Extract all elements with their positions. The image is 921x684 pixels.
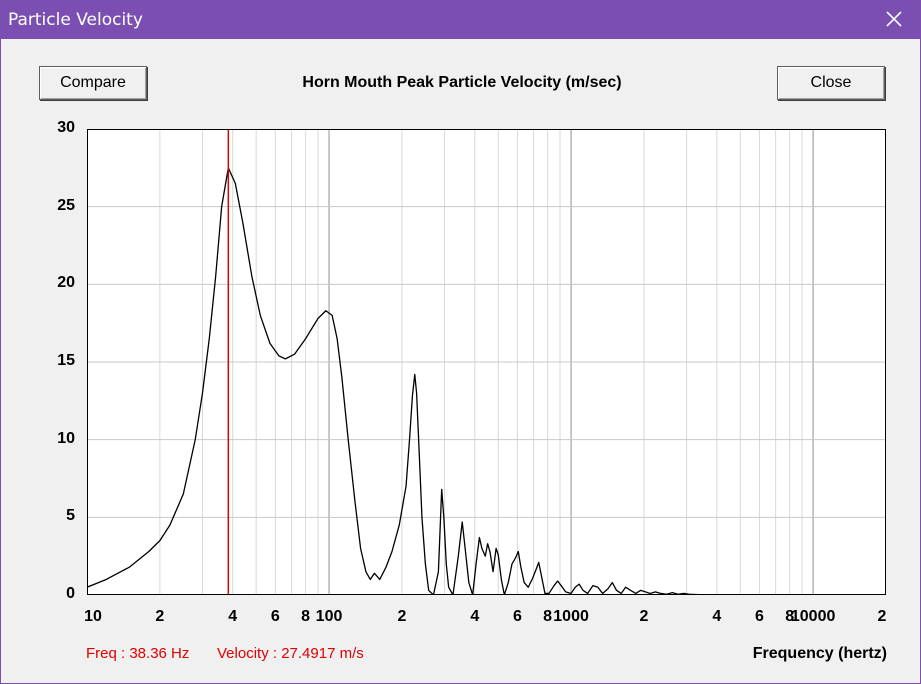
x-tick-label: 6 — [270, 608, 280, 625]
x-tick-label: 4 — [470, 608, 480, 625]
velocity-chart — [87, 129, 886, 595]
title-bar: Particle Velocity — [1, 1, 920, 39]
x-tick-label: 2 — [877, 608, 887, 625]
x-axis-label: Frequency (hertz) — [752, 645, 887, 662]
x-tick-label: 10 — [84, 608, 102, 625]
frequency-readout: Freq : 38.36 Hz — [86, 645, 190, 662]
x-tick-label: 2 — [639, 608, 649, 625]
x-tick-label: 100 — [315, 608, 343, 625]
x-tick-label: 6 — [754, 608, 764, 625]
x-tick-label: 4 — [712, 608, 722, 625]
close-button[interactable]: Close — [777, 66, 885, 100]
velocity-readout: Velocity : 27.4917 m/s — [217, 645, 364, 662]
window-title: Particle Velocity — [8, 10, 143, 30]
chart-title: Horn Mouth Peak Particle Velocity (m/sec… — [302, 74, 622, 91]
y-tick-label: 30 — [57, 119, 75, 136]
y-tick-label: 20 — [57, 274, 75, 292]
x-tick-label: 8 — [301, 608, 311, 625]
compare-button-label: Compare — [60, 74, 126, 91]
plot-border — [87, 129, 886, 595]
velocity-curve — [87, 167, 886, 595]
x-tick-label: 8 — [543, 608, 553, 625]
y-tick-label: 10 — [57, 429, 75, 447]
y-tick-label: 0 — [66, 585, 75, 602]
x-tick-label: 2 — [155, 608, 165, 625]
x-tick-label: 2 — [397, 608, 407, 625]
y-tick-label: 5 — [66, 507, 75, 525]
x-tick-label: 1000 — [553, 608, 589, 625]
x-tick-label: 10000 — [790, 608, 836, 625]
x-tick-label: 6 — [512, 608, 522, 625]
x-tick-label: 8 — [785, 608, 795, 625]
compare-button[interactable]: Compare — [39, 66, 147, 100]
x-tick-label: 4 — [228, 608, 238, 625]
y-tick-label: 15 — [57, 352, 75, 369]
close-icon[interactable] — [882, 7, 906, 31]
close-button-label: Close — [810, 74, 852, 91]
y-tick-label: 25 — [57, 196, 75, 214]
